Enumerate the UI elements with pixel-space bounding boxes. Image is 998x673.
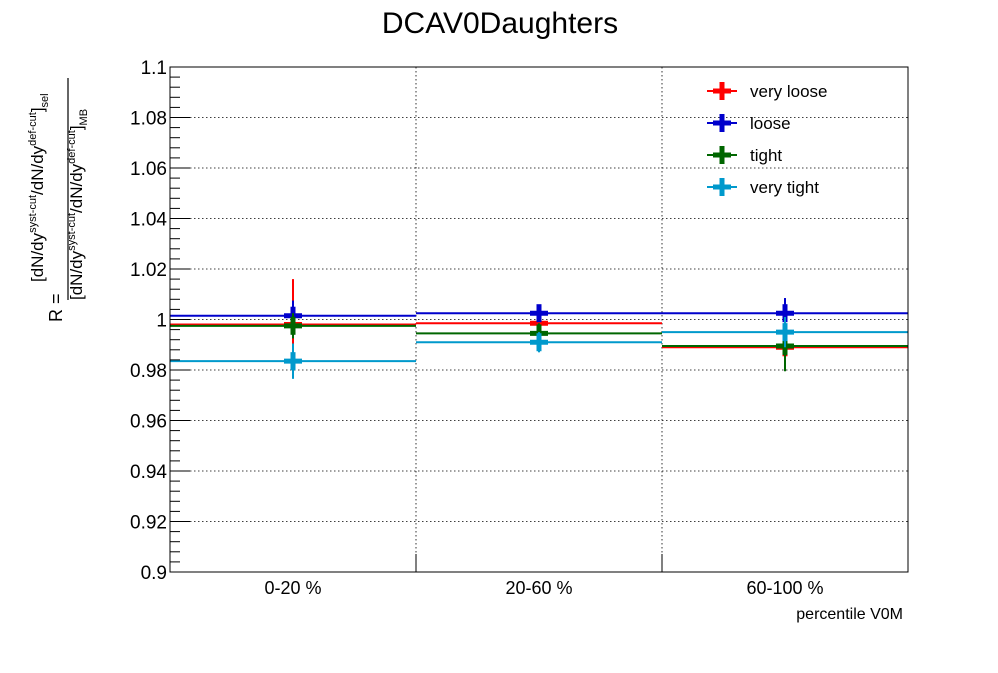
ylabel-den-mid: /dN/dy	[67, 163, 86, 213]
y-tick-label: 0.96	[130, 412, 167, 433]
series-very-tight	[170, 316, 908, 379]
x-tick-label: 20-60 %	[505, 578, 572, 598]
y-tick-label: 1.1	[141, 58, 167, 79]
y-tick-label: 0.9	[141, 563, 167, 584]
legend-entry-very-tight: very tight	[707, 178, 819, 197]
ylabel-den-close: ]	[67, 125, 86, 130]
ylabel-num-sup1: syst-cut	[27, 195, 39, 233]
chart-title: DCAV0Daughters	[382, 7, 618, 40]
legend-entry-tight: tight	[707, 146, 782, 165]
legend: very loose loose tight very tight	[707, 82, 827, 197]
ylabel-den-sup1: syst-cut	[66, 213, 78, 251]
ylabel-num-sub: sel	[39, 93, 51, 107]
y-tick-label: 1.02	[130, 260, 167, 281]
legend-label: very tight	[750, 178, 819, 197]
y-tick-label: 1	[156, 311, 167, 332]
legend-entry-very-loose: very loose	[707, 82, 827, 101]
ylabel-den-sup2: def-cut	[66, 130, 78, 164]
x-axis-label: percentile V0M	[796, 606, 903, 623]
y-axis-label-prefix: R =	[46, 293, 66, 322]
legend-entry-loose: loose	[707, 114, 791, 133]
axes: 0.9 0.92 0.94 0.96 0.98 1 1.02 1.04 1.06 1.08 1.1 0…	[130, 58, 909, 598]
legend-label: tight	[750, 146, 782, 165]
y-tick-label: 0.98	[130, 361, 167, 382]
y-axis-label-denominator: [dN/dysyst-cut/dN/dydef-cut]MB	[66, 109, 90, 300]
legend-label: very loose	[750, 82, 827, 101]
legend-label: loose	[750, 114, 791, 133]
ylabel-num-sup2: def-cut	[27, 112, 39, 146]
y-tick-label: 0.92	[130, 513, 167, 534]
x-tick-label: 0-20 %	[264, 578, 321, 598]
y-axis-label-numerator: [dN/dysyst-cut/dN/dydef-cut]sel	[27, 93, 51, 282]
ylabel-num-open: [dN/dy	[28, 232, 47, 282]
series-layer	[170, 279, 908, 379]
y-tick-label: 1.06	[130, 159, 167, 180]
x-tick-label: 60-100 %	[746, 578, 823, 598]
ylabel-num-close: ]	[28, 107, 47, 112]
y-axis-label: R = [dN/dysyst-cut/dN/dydef-cut]sel [dN/…	[27, 78, 90, 322]
y-tick-label: 1.04	[130, 210, 167, 231]
ylabel-den-sub: MB	[78, 109, 90, 126]
y-tick-label: 1.08	[130, 109, 167, 130]
ylabel-den-open: [dN/dy	[67, 250, 86, 300]
y-tick-label: 0.94	[130, 462, 167, 483]
ylabel-num-mid: /dN/dy	[28, 145, 47, 195]
